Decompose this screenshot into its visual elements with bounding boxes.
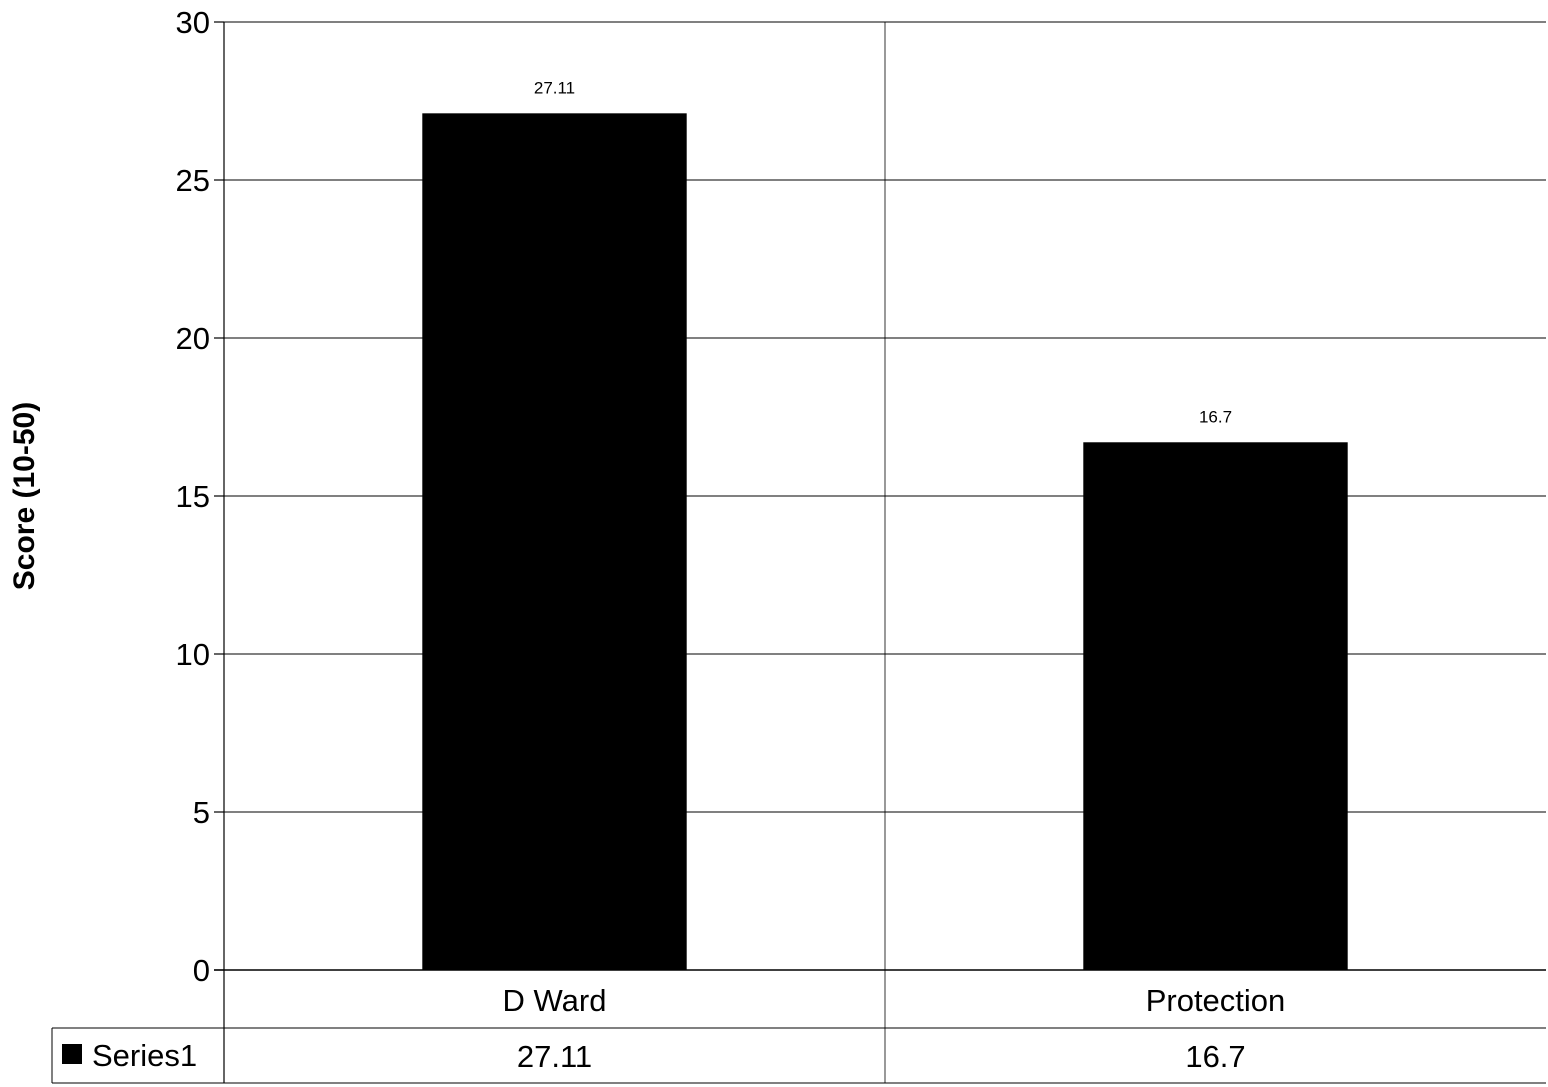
labels: 0 5 10 15 20 25 30 27.11 16.7 D Ward Protection xyxy=(176,5,1286,1018)
table-cell: 16.7 xyxy=(1185,1039,1245,1074)
y-axis-title: Score (10-50) xyxy=(8,402,41,590)
bar xyxy=(422,113,687,971)
y-tick-label: 25 xyxy=(176,163,210,198)
y-tick-label: 10 xyxy=(176,637,210,672)
bars xyxy=(422,113,1348,971)
y-tick-label: 30 xyxy=(176,5,210,40)
legend-key xyxy=(62,1044,82,1064)
data-table: Series1 27.11 16.7 xyxy=(51,1027,1546,1084)
data-label: 16.7 xyxy=(1199,407,1232,426)
category-label: D Ward xyxy=(503,983,607,1018)
y-tick-label: 5 xyxy=(193,795,210,830)
axes xyxy=(214,21,1546,1083)
y-tick-label: 20 xyxy=(176,321,210,356)
table-cell: 27.11 xyxy=(517,1039,592,1074)
bar xyxy=(1083,442,1348,970)
category-label: Protection xyxy=(1146,983,1286,1018)
data-label: 27.11 xyxy=(534,78,575,97)
y-tick-label: 15 xyxy=(176,479,210,514)
legend-label: Series1 xyxy=(92,1038,197,1073)
y-tick-label: 0 xyxy=(193,953,210,988)
